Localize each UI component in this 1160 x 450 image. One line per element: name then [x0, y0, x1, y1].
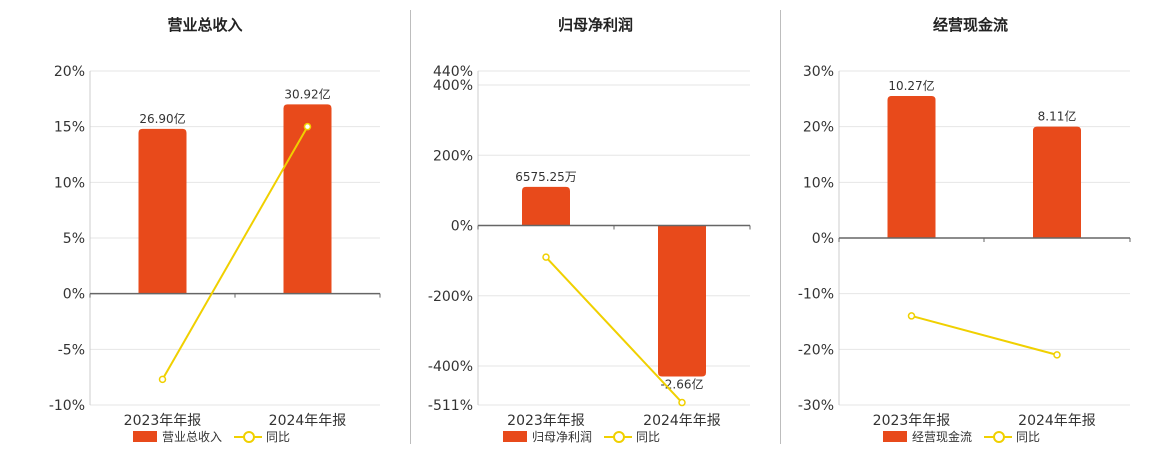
- yoy-point: [542, 253, 550, 261]
- x-tick-label: 2023年年报: [873, 413, 951, 429]
- legend-line-label: 同比: [636, 430, 661, 444]
- legend-bar-label: 经营现金流: [912, 430, 973, 444]
- yoy-point: [907, 312, 916, 320]
- yoy-point: [158, 375, 167, 384]
- bar-value-label: -2.66亿: [660, 377, 703, 392]
- legend-bar-swatch: [503, 431, 527, 442]
- panel-divider: [780, 10, 781, 444]
- chart-title: 归母净利润: [557, 16, 633, 34]
- y-tick-label: 0%: [451, 219, 473, 235]
- y-tick-label: 200%: [433, 148, 473, 164]
- chart-title: 经营现金流: [932, 16, 1008, 34]
- bar-value-label: 8.11亿: [1038, 109, 1077, 124]
- y-tick-label: 5%: [63, 231, 85, 247]
- yoy-point: [678, 398, 686, 407]
- chart-net-profit: 440%400% 200% 0% -200% -400% -511% 6575.25万 202…: [428, 64, 751, 429]
- y-tick-label: -5%: [58, 342, 85, 358]
- y-tick-label: 400%: [433, 78, 473, 94]
- bar-value-label: 10.27亿: [888, 78, 934, 93]
- panel-divider: [410, 10, 411, 444]
- legend: 营业总收入 同比: [133, 428, 290, 445]
- x-tick-label: 2024年年报: [643, 413, 721, 429]
- y-tick-label: 30%: [803, 64, 834, 80]
- y-tick-label: 0%: [63, 287, 85, 303]
- legend-bar-swatch: [883, 431, 907, 442]
- y-tick-label: -20%: [798, 342, 834, 358]
- y-tick-label: -30%: [798, 398, 834, 414]
- bar: [138, 128, 187, 294]
- chart-panel-revenue: 营业总收入 20% 15% 10% 5% 0% -5% -10% 26.90亿 2023年年报 3…: [0, 0, 410, 450]
- y-tick-label: 440%: [433, 64, 473, 80]
- legend-bar-label: 归母净利润: [532, 430, 593, 444]
- bar: [522, 186, 570, 226]
- bar: [658, 225, 706, 377]
- legend-bar-swatch: [133, 431, 157, 442]
- legend-line-swatch: [984, 431, 1013, 443]
- x-tick-label: 2024年年报: [1018, 413, 1096, 429]
- chart-panel-net-profit: 归母净利润 440% 400% 200% 0% -200% -400% -511% 6575.…: [411, 0, 780, 450]
- x-tick-label: 2023年年报: [507, 413, 585, 429]
- chart-cash-flow: 30% 20% 10% 0% -10% -20% -30% 10.27亿 2023年年报 8.11…: [798, 64, 1131, 429]
- y-tick-label: 10%: [54, 175, 85, 191]
- x-tick-label: 2023年年报: [124, 413, 202, 429]
- y-tick-label: 20%: [803, 120, 834, 136]
- y-tick-label: -400%: [428, 359, 473, 375]
- bar: [283, 104, 332, 294]
- y-tick-label: 0%: [812, 231, 834, 247]
- bar: [887, 96, 936, 238]
- y-tick-label: -10%: [798, 287, 834, 303]
- y-tick-label: -200%: [428, 289, 473, 305]
- yoy-point: [1053, 351, 1061, 359]
- yoy-line: [911, 314, 1058, 356]
- yoy-line: [161, 126, 309, 380]
- legend-line-swatch: [604, 431, 633, 443]
- x-tick-label: 2024年年报: [269, 413, 347, 429]
- y-tick-label: -511%: [428, 398, 473, 414]
- bar-value-label: 30.92亿: [284, 86, 330, 101]
- legend: 归母净利润 同比: [503, 428, 660, 445]
- legend-line-label: 同比: [266, 430, 291, 444]
- bar: [1033, 126, 1081, 238]
- yoy-line: [545, 256, 683, 404]
- legend: 经营现金流 同比: [883, 428, 1040, 445]
- y-tick-label: 10%: [803, 175, 834, 191]
- chart-panel-cash-flow: 经营现金流 30% 20% 10% 0% -10% -20% -30% 10.27亿 2023年…: [781, 0, 1160, 450]
- chart-revenue: 20% 15% 10% 5% 0% -5% -10% 26.90亿 2023年年报 30.92亿 2…: [49, 64, 381, 429]
- legend-line-label: 同比: [1016, 430, 1041, 444]
- bar-value-label: 26.90亿: [139, 111, 185, 126]
- y-tick-label: -10%: [49, 398, 85, 414]
- bar-value-label: 6575.25万: [515, 170, 577, 184]
- legend-line-swatch: [234, 431, 263, 443]
- y-tick-label: 20%: [54, 64, 85, 80]
- legend-bar-label: 营业总收入: [162, 430, 223, 444]
- chart-title: 营业总收入: [167, 16, 243, 34]
- yoy-point: [303, 122, 312, 131]
- y-tick-label: 15%: [54, 120, 85, 136]
